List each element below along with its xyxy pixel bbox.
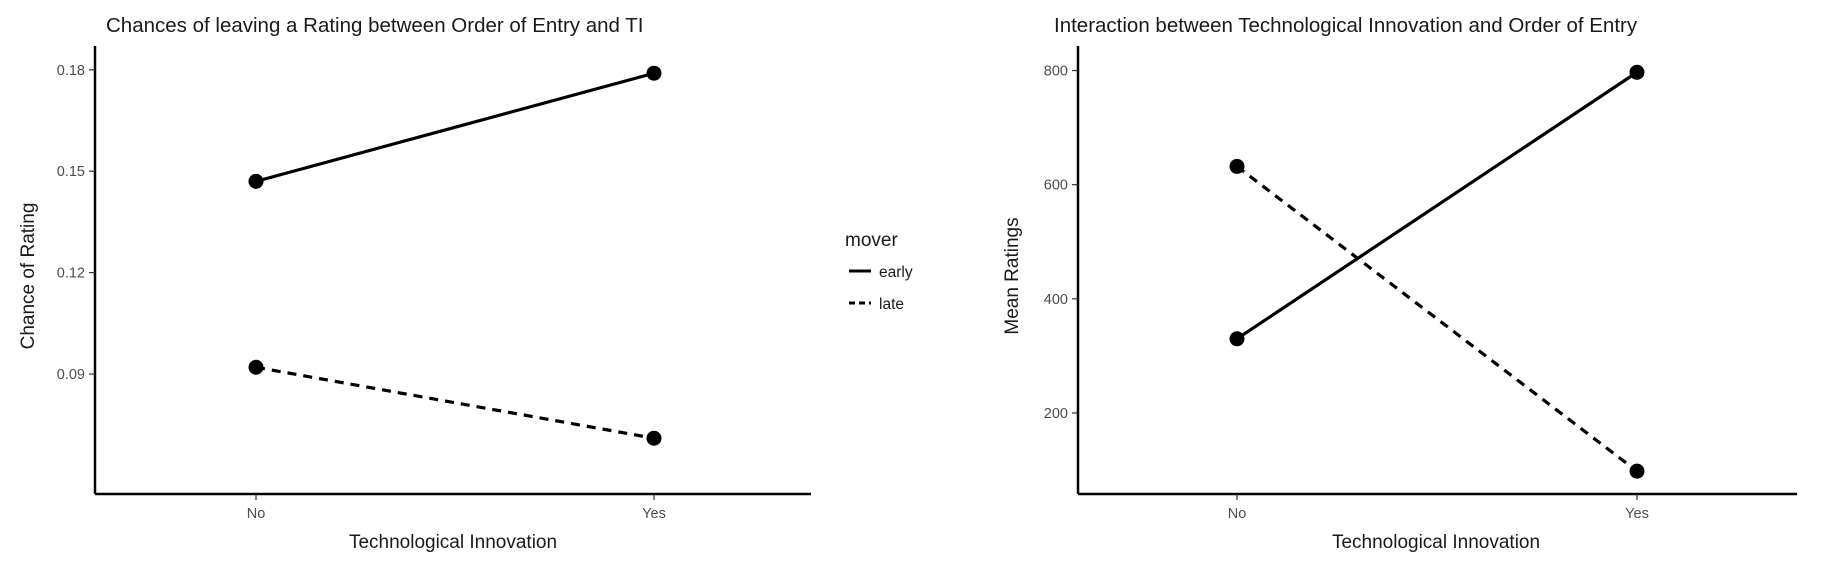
left-x-tick-label: Yes — [642, 506, 666, 522]
legend-label-late: late — [879, 296, 904, 313]
left-chart-panel: Chances of leaving a Rating between Orde… — [18, 14, 811, 553]
legend: mover early late — [845, 230, 913, 313]
right-series-line-early — [1236, 70, 1638, 341]
right-x-axis-title: Technological Innovation — [1332, 532, 1540, 553]
left-y-tick-label: 0.18 — [57, 63, 85, 79]
left-y-tick-label: 0.09 — [57, 367, 85, 383]
left-point-late-yes — [646, 430, 662, 446]
left-y-tick-label: 0.15 — [57, 164, 85, 180]
right-chart-panel: Interaction between Technological Innova… — [1002, 14, 1797, 553]
right-chart-title: Interaction between Technological Innova… — [1054, 14, 1638, 37]
right-y-tick-label: 200 — [1044, 406, 1068, 422]
right-y-tick-label: 600 — [1044, 178, 1068, 194]
right-y-axis-title: Mean Ratings — [1002, 217, 1023, 334]
left-series-line-late — [255, 365, 655, 440]
right-x-tick-label: No — [1228, 506, 1247, 522]
right-y-tick-label: 800 — [1044, 64, 1068, 80]
right-x-tick-label: Yes — [1625, 506, 1649, 522]
right-point-late-yes — [1629, 463, 1645, 479]
left-chart-title: Chances of leaving a Rating between Orde… — [106, 14, 643, 37]
right-point-late-no — [1229, 158, 1245, 174]
right-y-tick-label: 400 — [1044, 292, 1068, 308]
left-x-axis-title: Technological Innovation — [349, 532, 557, 553]
left-y-axis-title: Chance of Rating — [18, 203, 39, 350]
left-point-early-yes — [646, 65, 662, 81]
right-point-early-yes — [1629, 64, 1645, 80]
left-y-tick-label: 0.12 — [57, 266, 85, 282]
left-series-line-early — [255, 71, 655, 183]
legend-title: mover — [845, 230, 898, 251]
right-series-line-late — [1236, 165, 1638, 473]
left-x-tick-label: No — [247, 506, 266, 522]
legend-label-early: early — [879, 264, 913, 281]
left-point-early-no — [248, 173, 264, 189]
right-point-early-no — [1229, 331, 1245, 347]
left-point-late-no — [248, 359, 264, 375]
